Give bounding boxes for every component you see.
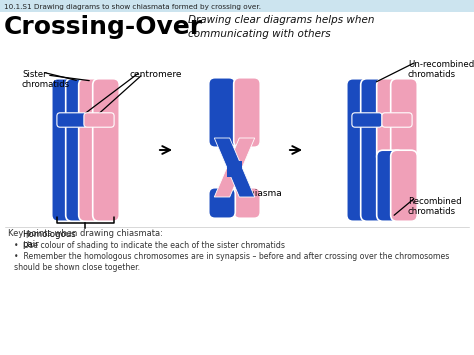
Polygon shape	[227, 160, 242, 176]
FancyBboxPatch shape	[346, 79, 374, 221]
Polygon shape	[214, 138, 255, 197]
Text: Drawing clear diagrams helps when
communicating with others: Drawing clear diagrams helps when commun…	[188, 15, 374, 39]
FancyBboxPatch shape	[66, 79, 92, 221]
FancyBboxPatch shape	[209, 188, 235, 218]
Text: Crossing-Over: Crossing-Over	[4, 15, 203, 39]
FancyBboxPatch shape	[361, 79, 387, 221]
FancyBboxPatch shape	[391, 150, 417, 221]
FancyBboxPatch shape	[234, 188, 260, 218]
FancyBboxPatch shape	[52, 79, 78, 221]
Text: Recombined
chromatids: Recombined chromatids	[408, 197, 462, 217]
FancyBboxPatch shape	[377, 150, 403, 221]
Text: Sister
chromatids: Sister chromatids	[22, 70, 70, 89]
Text: •  Remember the homologous chromosomes are in synapsis – before and after crossi: • Remember the homologous chromosomes ar…	[14, 252, 449, 272]
FancyBboxPatch shape	[391, 79, 417, 163]
Text: Homologous
pair: Homologous pair	[22, 230, 76, 250]
Text: 10.1.S1 Drawing diagrams to show chiasmata formed by crossing over.: 10.1.S1 Drawing diagrams to show chiasma…	[4, 4, 261, 10]
FancyBboxPatch shape	[57, 113, 87, 127]
FancyBboxPatch shape	[377, 79, 403, 163]
FancyBboxPatch shape	[209, 78, 235, 147]
FancyBboxPatch shape	[382, 113, 412, 127]
Text: •  Use colour of shading to indicate the each of the sister chromatids: • Use colour of shading to indicate the …	[14, 241, 285, 250]
Bar	[0, 0, 474, 12]
FancyBboxPatch shape	[234, 78, 260, 147]
FancyBboxPatch shape	[79, 79, 105, 221]
FancyBboxPatch shape	[93, 79, 119, 221]
Polygon shape	[214, 138, 255, 197]
FancyBboxPatch shape	[84, 113, 114, 127]
Text: chiasma: chiasma	[245, 189, 282, 197]
Text: Key points when drawing chiasmata:: Key points when drawing chiasmata:	[8, 229, 163, 238]
Text: centromere: centromere	[130, 70, 182, 79]
Text: Un-recombined
chromatids: Un-recombined chromatids	[408, 60, 474, 80]
FancyBboxPatch shape	[352, 113, 382, 127]
